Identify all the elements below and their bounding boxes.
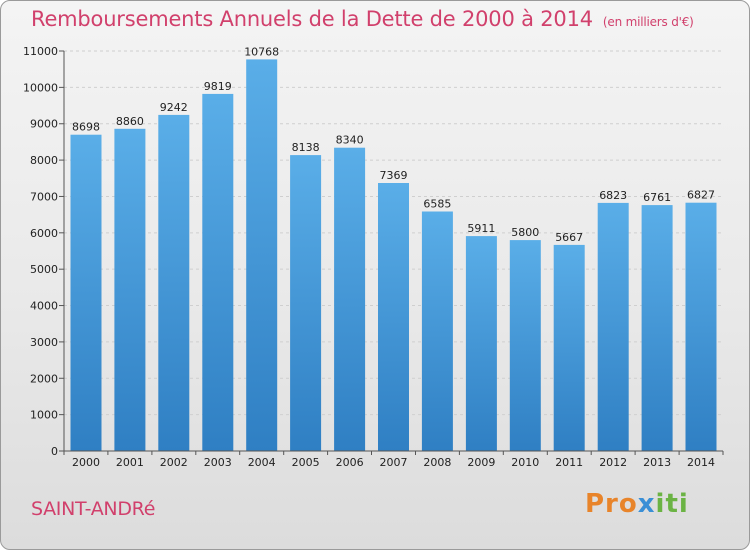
x-tick-label-2012: 2012 xyxy=(599,456,627,469)
data-label-2011: 5667 xyxy=(555,231,583,244)
y-tick-label-9000: 9000 xyxy=(30,118,58,131)
x-tick-label-2007: 2007 xyxy=(380,456,408,469)
bar-2004 xyxy=(246,59,278,452)
axis-layer: 0 1000 2000 3000 4000 5000 6000 7000 8000 9000 100… xyxy=(23,45,724,469)
bar-2007 xyxy=(378,183,409,451)
bar-2010 xyxy=(509,240,541,451)
data-label-2005: 8138 xyxy=(292,141,320,154)
bar-2000 xyxy=(70,134,102,451)
x-tick-label-2003: 2003 xyxy=(204,456,232,469)
x-tick-label-2001: 2001 xyxy=(116,456,144,469)
data-label-2009: 5911 xyxy=(467,222,495,235)
data-label-2000: 8698 xyxy=(72,121,100,134)
bars-layer xyxy=(70,59,717,452)
y-tick-label-3000: 3000 xyxy=(30,336,58,349)
data-label-2001: 8860 xyxy=(116,115,144,128)
data-label-2002: 9242 xyxy=(160,101,188,114)
chart-title: Remboursements Annuels de la Dette de 20… xyxy=(31,7,694,31)
bar-2002 xyxy=(158,114,190,452)
chart-unit: (en milliers d'€) xyxy=(602,15,694,29)
data-label-2008: 6585 xyxy=(423,198,451,211)
x-tick-label-2009: 2009 xyxy=(467,456,495,469)
y-tick-label-0: 0 xyxy=(51,445,58,458)
x-tick-label-2011: 2011 xyxy=(555,456,583,469)
data-label-2013: 6761 xyxy=(643,191,671,204)
x-tick-label-2006: 2006 xyxy=(336,456,364,469)
chart-title-text: Remboursements Annuels de la Dette de 20… xyxy=(31,7,593,31)
commune-name: SAINT-ANDRé xyxy=(31,498,156,520)
x-tick-label-2005: 2005 xyxy=(292,456,320,469)
y-tick-label-2000: 2000 xyxy=(30,372,58,385)
y-tick-label-1000: 1000 xyxy=(30,409,58,422)
proxiti-logo: Proxiti xyxy=(585,489,689,519)
x-tick-label-2008: 2008 xyxy=(423,456,451,469)
y-tick-label-4000: 4000 xyxy=(30,300,58,313)
data-label-2014: 6827 xyxy=(687,189,715,202)
y-tick-label-5000: 5000 xyxy=(30,263,58,276)
y-tick-label-7000: 7000 xyxy=(30,190,58,203)
labels-layer: 8698 8860 9242 9819 10768 8138 8340 7369 6585 591… xyxy=(72,45,715,244)
x-tick-label-2000: 2000 xyxy=(72,456,100,469)
data-label-2007: 7369 xyxy=(380,169,408,182)
data-label-2003: 9819 xyxy=(204,80,232,93)
y-tick-label-11000: 11000 xyxy=(23,45,58,58)
y-tick-label-8000: 8000 xyxy=(30,154,58,167)
bar-2008 xyxy=(421,211,453,451)
bar-2013 xyxy=(641,205,673,451)
data-label-2010: 5800 xyxy=(511,226,539,239)
x-tick-label-2004: 2004 xyxy=(248,456,276,469)
x-tick-label-2013: 2013 xyxy=(643,456,671,469)
x-tick-label-2010: 2010 xyxy=(511,456,539,469)
data-label-2012: 6823 xyxy=(599,189,627,202)
y-tick-label-6000: 6000 xyxy=(30,227,58,240)
bar-2005 xyxy=(290,155,322,451)
bar-2009 xyxy=(465,236,497,451)
bar-2001 xyxy=(114,128,146,452)
bar-2003 xyxy=(202,93,234,452)
x-tick-label-2014: 2014 xyxy=(687,456,715,469)
x-tick-label-2002: 2002 xyxy=(160,456,188,469)
bar-2011 xyxy=(553,244,585,451)
bar-2014 xyxy=(685,202,717,451)
data-label-2006: 8340 xyxy=(336,134,364,147)
bar-2006 xyxy=(334,147,366,451)
data-label-2004: 10768 xyxy=(244,45,279,58)
y-tick-label-10000: 10000 xyxy=(23,81,58,94)
bar-2012 xyxy=(597,202,629,451)
